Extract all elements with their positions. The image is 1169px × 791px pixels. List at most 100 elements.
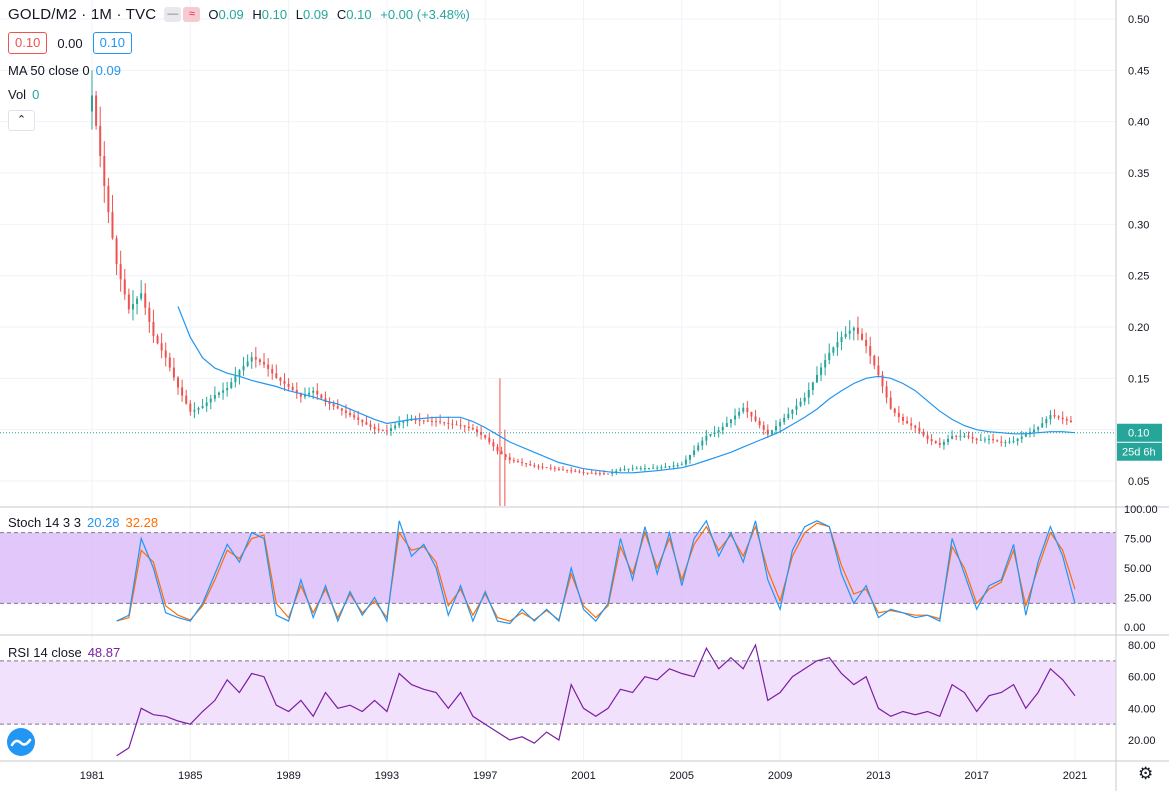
rsi-axis-tick: 60.00 <box>1128 672 1156 684</box>
candle-body <box>336 406 339 409</box>
candle-body <box>795 405 798 410</box>
candle-body <box>283 380 286 384</box>
candle-body <box>455 424 458 426</box>
candle-body <box>213 394 216 399</box>
candle-body <box>373 426 376 430</box>
candle-body <box>1008 441 1011 443</box>
rsi-line <box>116 643 1076 757</box>
candle-body <box>189 403 192 412</box>
candle-body <box>385 430 388 432</box>
symbol-label[interactable]: GOLD/M2 · 1M · TVC <box>8 6 157 23</box>
candle-body <box>992 439 995 441</box>
candle-body <box>193 409 196 412</box>
candle-body <box>414 419 417 421</box>
candle-body <box>975 438 978 441</box>
candle-body <box>529 464 532 466</box>
candle-body <box>525 463 528 465</box>
candle-body <box>181 387 184 396</box>
stoch-legend[interactable]: Stoch 14 3 3 20.28 32.28 <box>8 515 158 530</box>
candle-body <box>901 416 904 422</box>
candle-body <box>496 446 499 452</box>
candle-body <box>144 293 147 308</box>
change-value: +0.00 (+3.48%) <box>380 7 470 22</box>
candle-body <box>365 422 368 425</box>
candle-body <box>570 470 573 472</box>
candle-body <box>803 397 806 402</box>
candle-body <box>590 472 593 474</box>
candle-body <box>631 468 634 470</box>
candle-body <box>840 336 843 343</box>
candle-body <box>676 464 679 466</box>
bid-ask-row: 0.10 0.00 0.10 <box>8 32 132 54</box>
candle-body <box>652 467 655 469</box>
time-axis-tick: 2005 <box>670 770 694 782</box>
rsi-legend[interactable]: RSI 14 close 48.87 <box>8 645 120 660</box>
toggle-pill[interactable]: — ≈ <box>164 7 201 22</box>
candle-body <box>594 472 597 474</box>
candle-body <box>418 419 421 421</box>
candle-body <box>402 421 405 423</box>
candle-body <box>643 468 646 470</box>
candle-body <box>127 294 130 310</box>
low-label: L <box>295 7 303 22</box>
time-axis-tick: 2013 <box>866 770 890 782</box>
candle-body <box>861 333 864 340</box>
candle-body <box>516 461 519 463</box>
candle-body <box>869 346 872 356</box>
sell-price-button[interactable]: 0.10 <box>8 32 48 54</box>
candle-body <box>709 434 712 436</box>
high-value: 0.10 <box>261 7 288 22</box>
candle-body <box>1057 416 1060 418</box>
candle-body <box>602 473 605 475</box>
candle-body <box>926 435 929 440</box>
candle-body <box>463 425 466 427</box>
tradingview-logo-icon[interactable] <box>7 728 35 756</box>
candle-body <box>873 355 876 366</box>
candle-body <box>729 419 732 424</box>
candle-body <box>328 402 331 405</box>
candle-body <box>1004 442 1007 444</box>
price-axis-tick: 0.20 <box>1128 322 1149 334</box>
candle-body <box>107 185 110 213</box>
candle-body <box>705 435 708 441</box>
vol-legend[interactable]: Vol 0 <box>8 87 39 102</box>
candle-body <box>607 473 610 475</box>
candle-body <box>1069 420 1072 423</box>
candle-body <box>422 420 425 422</box>
price-axis-tick: 0.30 <box>1128 219 1149 231</box>
candle-body <box>476 429 479 433</box>
ma-legend[interactable]: MA 50 close 0 0.09 <box>8 63 121 78</box>
rsi-axis-tick: 80.00 <box>1128 640 1156 652</box>
candle-body <box>537 466 540 468</box>
candle-body <box>242 365 245 371</box>
candle-body <box>1020 436 1023 439</box>
chevron-up-icon[interactable]: ⌃ <box>8 110 35 131</box>
candle-body <box>312 390 315 393</box>
candle-body <box>308 392 311 395</box>
stoch-k-line <box>116 519 1076 625</box>
candle-body <box>918 427 921 432</box>
candle-body <box>557 468 560 470</box>
candle-body <box>287 383 290 387</box>
candle-body <box>746 407 749 413</box>
buy-price-button[interactable]: 0.10 <box>92 32 132 54</box>
candle-body <box>459 424 462 426</box>
candle-body <box>684 459 687 465</box>
candle-body <box>680 464 683 466</box>
candle-body <box>168 357 171 368</box>
rsi-band <box>0 660 1116 725</box>
candle-body <box>963 435 966 437</box>
candle-body <box>889 397 892 409</box>
candle-body <box>201 406 204 409</box>
gear-icon[interactable]: ⚙ <box>1138 764 1154 783</box>
candle-body <box>226 387 229 391</box>
approx-icon[interactable]: ≈ <box>183 7 201 22</box>
candle-body <box>254 357 257 360</box>
candle-body <box>836 342 839 348</box>
candle-body <box>279 377 282 381</box>
candle-body <box>430 420 433 422</box>
candle-body <box>717 430 720 433</box>
price-pane <box>0 70 1116 506</box>
minus-icon[interactable]: — <box>164 7 182 22</box>
